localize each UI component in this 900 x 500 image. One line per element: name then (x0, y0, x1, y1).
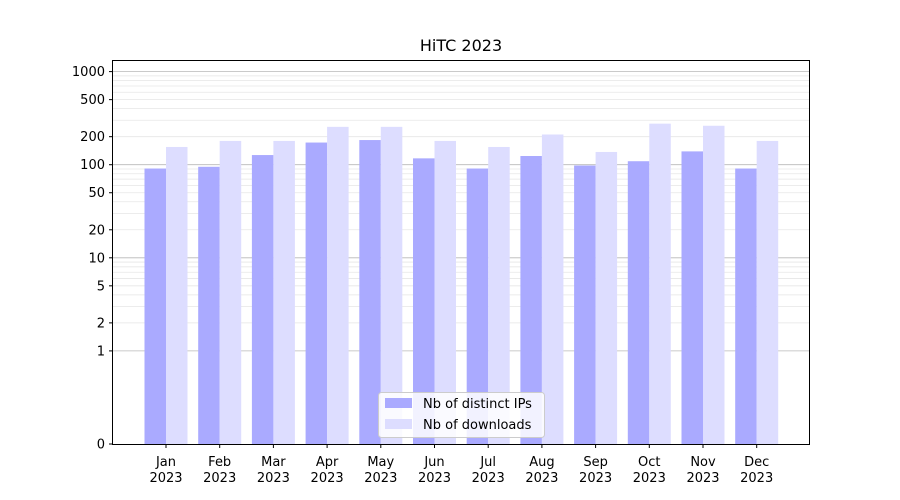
bar-downloads (488, 146, 510, 444)
bar-downloads (166, 146, 188, 444)
x-tick-label-month: Aug (529, 455, 554, 470)
y-tick-label: 1 (97, 344, 105, 359)
bar-downloads (327, 126, 349, 444)
bar-distinct-ips (305, 142, 328, 444)
x-tick-label-year: 2023 (472, 471, 505, 486)
y-tick-label: 0 (97, 438, 105, 453)
legend-swatch-distinct-ips (385, 398, 412, 408)
y-tick-label: 10 (88, 251, 105, 266)
bar-downloads (273, 140, 295, 445)
x-tick-label-year: 2023 (311, 471, 344, 486)
x-tick-label-year: 2023 (686, 471, 719, 486)
x-axis: Jan2023Feb2023Mar2023Apr2023May2023Jun20… (149, 444, 773, 486)
x-tick-label-year: 2023 (525, 471, 558, 486)
y-axis: 0 1 2 5 10 20 50 100 200 500 1000 (72, 65, 113, 453)
y-tick-label: 50 (88, 186, 105, 201)
bar-distinct-ips (627, 161, 650, 444)
x-tick-label-month: Jul (479, 455, 496, 470)
x-tick-label-year: 2023 (418, 471, 451, 486)
x-tick-label-month: Dec (744, 455, 769, 470)
x-tick-label-year: 2023 (149, 471, 182, 486)
bar-downloads (219, 140, 242, 445)
y-tick-label: 1000 (72, 65, 105, 80)
legend-frame (378, 392, 545, 438)
x-tick-label-month: May (367, 455, 394, 470)
bar-distinct-ips (144, 168, 166, 444)
bar-downloads (541, 134, 564, 444)
x-tick-label-year: 2023 (633, 471, 666, 486)
bar-downloads (380, 126, 403, 444)
chart-title: HiTC 2023 (420, 36, 502, 55)
bar-downloads (434, 140, 456, 445)
legend-label-distinct-ips: Nb of distinct IPs (423, 397, 532, 412)
legend: Nb of distinct IPs Nb of downloads (378, 392, 545, 438)
bar-distinct-ips (251, 155, 274, 445)
y-tick-label: 2 (97, 316, 105, 331)
x-tick-label-month: Jun (423, 455, 444, 470)
bar-distinct-ips (198, 166, 220, 444)
x-tick-label-year: 2023 (203, 471, 236, 486)
x-tick-label-year: 2023 (740, 471, 773, 486)
plot-frame (112, 60, 810, 445)
bar-downloads (595, 151, 618, 444)
bar-downloads (649, 123, 671, 445)
x-tick-label-year: 2023 (257, 471, 290, 486)
y-tick-label: 20 (88, 223, 105, 238)
bar-downloads (756, 140, 779, 445)
x-tick-label-year: 2023 (579, 471, 612, 486)
x-tick-label-month: Jan (155, 455, 176, 470)
bar-distinct-ips (520, 156, 542, 444)
bar-distinct-ips (466, 168, 489, 444)
y-tick-label: 200 (80, 130, 105, 145)
bar-distinct-ips (574, 165, 596, 444)
bars (144, 123, 779, 445)
legend-swatch-downloads (385, 419, 412, 429)
y-tick-label: 500 (80, 93, 105, 108)
x-tick-label-month: Nov (690, 455, 716, 470)
x-tick-label-year: 2023 (364, 471, 397, 486)
x-tick-label-month: Mar (261, 455, 286, 470)
x-tick-label-month: Oct (638, 455, 660, 470)
y-tick-label: 5 (97, 279, 105, 294)
x-tick-label-month: Sep (583, 455, 608, 470)
bar-distinct-ips (681, 151, 703, 444)
y-tick-label: 100 (80, 158, 105, 173)
bar-distinct-ips (413, 158, 435, 444)
legend-label-downloads: Nb of downloads (423, 418, 532, 433)
x-tick-label-month: Apr (316, 455, 339, 470)
bar-distinct-ips (359, 140, 381, 444)
bar-distinct-ips (735, 168, 757, 444)
x-tick-label-month: Feb (208, 455, 231, 470)
bar-downloads (703, 125, 725, 444)
